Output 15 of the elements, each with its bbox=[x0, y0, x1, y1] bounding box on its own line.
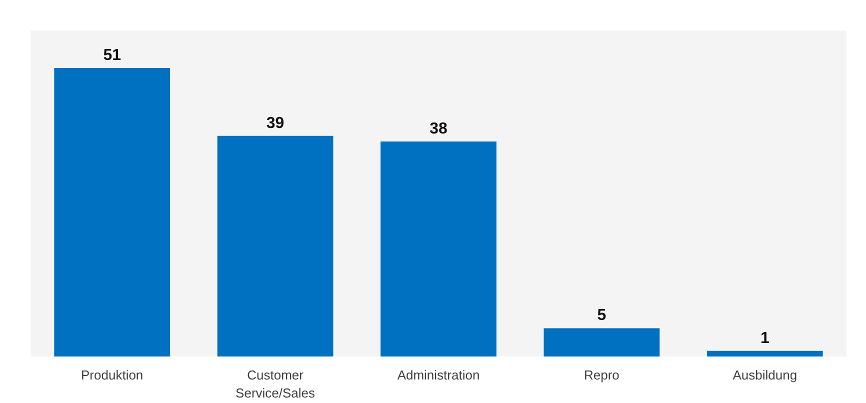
x-tick-label: Administration bbox=[397, 368, 480, 382]
bar bbox=[544, 328, 660, 356]
x-tick-label: Produktion bbox=[81, 368, 144, 382]
x-tick-label: Ausbildung bbox=[732, 368, 798, 382]
x-tick-label: Customer Service/Sales bbox=[236, 368, 316, 400]
bar bbox=[54, 68, 170, 356]
data-label: 51 bbox=[103, 47, 122, 64]
x-tick-label: Repro bbox=[584, 368, 620, 382]
data-label: 39 bbox=[266, 114, 284, 132]
data-label: 38 bbox=[430, 120, 448, 138]
bar bbox=[706, 350, 823, 356]
data-label: 5 bbox=[597, 307, 606, 324]
bar bbox=[217, 136, 334, 356]
bar bbox=[380, 142, 496, 356]
data-label: 1 bbox=[760, 330, 770, 347]
